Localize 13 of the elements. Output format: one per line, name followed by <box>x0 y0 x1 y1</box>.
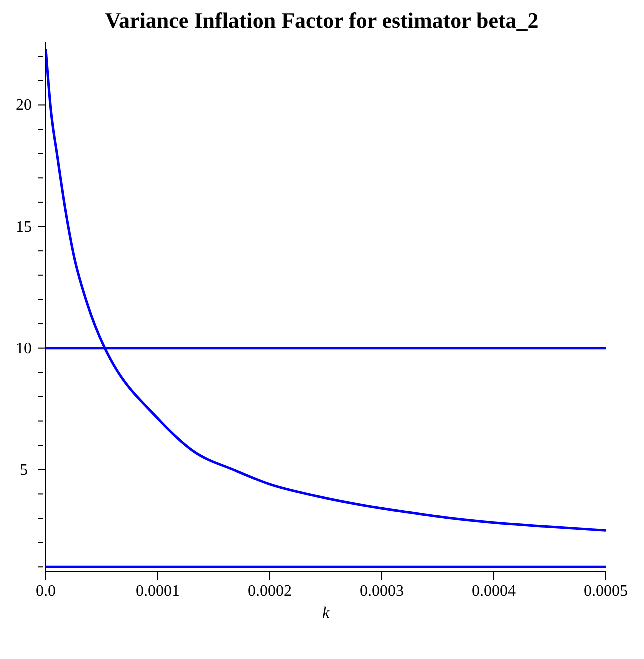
x-tick-label: 0.0 <box>36 583 56 600</box>
x-tick-label: 0.0002 <box>248 583 292 600</box>
line-series <box>46 48 606 532</box>
x-tick-label: 0.0004 <box>472 583 516 600</box>
y-tick-label: 15 <box>16 218 32 236</box>
y-tick-label: 10 <box>16 340 32 358</box>
x-tick-label: 0.0005 <box>584 583 628 600</box>
x-axis-title: k <box>322 605 330 622</box>
x-tick-label: 0.0003 <box>360 583 404 600</box>
chart-title: Variance Inflation Factor for estimator beta_2 <box>104 8 540 34</box>
x-tick-label: 0.0001 <box>136 583 180 600</box>
y-tick-label: 5 <box>20 462 28 479</box>
y-tick-label: 20 <box>16 97 32 114</box>
